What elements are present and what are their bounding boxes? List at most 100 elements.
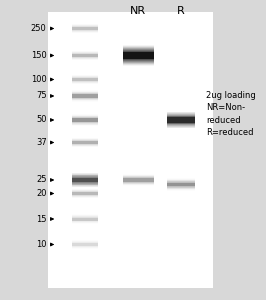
Bar (72, 192, 98, 195)
Bar (72, 216, 98, 222)
Bar (48, 12, 213, 288)
Bar (72, 175, 98, 185)
Bar (167, 180, 195, 189)
Bar (72, 116, 98, 124)
Bar (123, 52, 154, 59)
Bar (167, 113, 195, 127)
Bar (72, 93, 98, 99)
Bar (72, 52, 98, 59)
Bar (72, 90, 98, 102)
Bar (72, 191, 98, 196)
Bar (167, 115, 195, 125)
Bar (123, 178, 154, 182)
Bar (72, 241, 98, 248)
Bar (123, 178, 154, 182)
Bar (167, 178, 195, 190)
Bar (72, 75, 98, 84)
Text: R: R (177, 5, 185, 16)
Bar (72, 76, 98, 83)
Bar (72, 77, 98, 82)
Bar (167, 182, 195, 187)
Bar (72, 242, 98, 247)
Bar (167, 112, 195, 128)
Text: 50: 50 (36, 116, 47, 124)
Bar (72, 53, 98, 58)
Bar (72, 174, 98, 186)
Bar (72, 51, 98, 60)
Bar (72, 26, 98, 31)
Text: 20: 20 (36, 189, 47, 198)
Bar (72, 25, 98, 32)
Bar (72, 118, 98, 122)
Bar (167, 116, 195, 124)
Bar (123, 48, 154, 63)
Bar (72, 217, 98, 221)
Bar (167, 117, 195, 123)
Bar (123, 47, 154, 64)
Bar (123, 46, 154, 65)
Bar (72, 214, 98, 224)
Text: 150: 150 (31, 51, 47, 60)
Bar (72, 178, 98, 182)
Bar (167, 179, 195, 190)
Bar (72, 91, 98, 101)
Bar (72, 27, 98, 30)
Bar (72, 26, 98, 31)
Text: NR: NR (130, 5, 146, 16)
Bar (123, 175, 154, 185)
Bar (72, 173, 98, 187)
Bar (72, 27, 98, 30)
Bar (72, 177, 98, 183)
Bar (123, 176, 154, 184)
Bar (72, 117, 98, 123)
Bar (123, 51, 154, 60)
Bar (167, 181, 195, 188)
Bar (167, 116, 195, 124)
Text: 10: 10 (36, 240, 47, 249)
Bar (72, 53, 98, 58)
Bar (167, 182, 195, 188)
Bar (72, 118, 98, 122)
Bar (72, 140, 98, 145)
Bar (72, 242, 98, 247)
Bar (72, 192, 98, 196)
Bar (72, 241, 98, 248)
Bar (72, 192, 98, 195)
Bar (123, 175, 154, 185)
Bar (72, 117, 98, 123)
Bar (72, 118, 98, 122)
Bar (72, 172, 98, 188)
Bar (72, 54, 98, 57)
Bar (123, 49, 154, 62)
Bar (72, 243, 98, 246)
Bar (167, 180, 195, 189)
Bar (72, 139, 98, 146)
Bar (72, 243, 98, 246)
Bar (72, 242, 98, 247)
Bar (72, 94, 98, 98)
Bar (72, 52, 98, 59)
Bar (72, 215, 98, 223)
Bar (72, 218, 98, 220)
Text: 15: 15 (36, 214, 47, 224)
Bar (72, 138, 98, 147)
Bar (72, 25, 98, 32)
Bar (72, 139, 98, 146)
Bar (72, 189, 98, 198)
Bar (72, 190, 98, 197)
Bar (72, 190, 98, 197)
Bar (123, 45, 154, 66)
Bar (167, 182, 195, 187)
Bar (167, 182, 195, 187)
Bar (72, 140, 98, 145)
Bar (72, 92, 98, 100)
Bar (72, 78, 98, 81)
Bar (72, 94, 98, 98)
Bar (72, 176, 98, 184)
Text: 250: 250 (31, 24, 47, 33)
Bar (72, 76, 98, 82)
Bar (123, 178, 154, 182)
Bar (72, 140, 98, 144)
Bar (167, 117, 195, 123)
Bar (123, 50, 154, 61)
